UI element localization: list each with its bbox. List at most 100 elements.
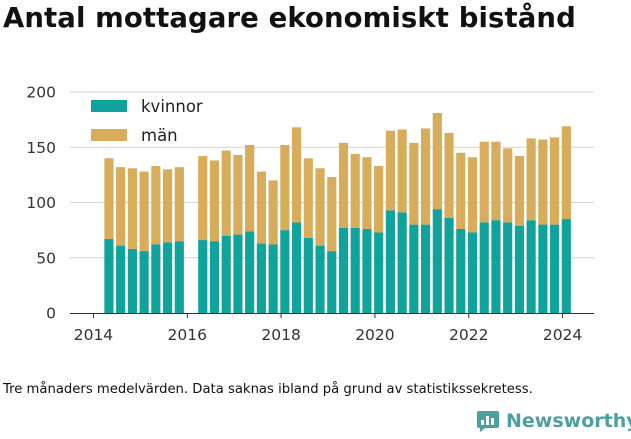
bar-kvinnor: [280, 230, 290, 313]
bar-man: [139, 171, 149, 252]
bar-man: [409, 142, 419, 225]
bar-man: [432, 112, 442, 210]
bar-kvinnor: [444, 217, 454, 313]
x-tick-label: 2018: [261, 326, 300, 344]
bar-man: [491, 141, 501, 221]
y-tick-label: 50: [36, 249, 56, 267]
bar-man: [514, 156, 524, 226]
bar-man: [280, 145, 290, 231]
bar-kvinnor: [151, 244, 161, 313]
bar-man: [561, 126, 571, 220]
bar-man: [362, 157, 372, 230]
x-tick-label: 2022: [449, 326, 488, 344]
y-tick-label: 0: [46, 305, 56, 323]
bar-man: [268, 180, 278, 245]
legend: kvinnor män: [91, 97, 203, 145]
x-tick-label: 2014: [74, 326, 113, 344]
bar-man: [198, 156, 208, 241]
y-tick-label: 150: [26, 139, 56, 157]
bar-man: [292, 127, 302, 223]
bar-man: [456, 152, 466, 230]
bar-kvinnor: [233, 234, 243, 313]
bar-kvinnor: [315, 245, 325, 313]
bar-kvinnor: [245, 231, 255, 313]
bar-kvinnor: [421, 224, 431, 313]
bar-kvinnor: [209, 241, 220, 313]
legend-label: män: [141, 126, 178, 145]
bar-man: [327, 177, 337, 252]
bar-kvinnor: [350, 227, 360, 313]
bar-man: [467, 157, 478, 233]
bar-man: [444, 132, 454, 218]
brand-logo: Newsworthy: [476, 409, 631, 433]
bar-kvinnor: [514, 225, 524, 313]
bar-man: [503, 148, 513, 223]
bar-kvinnor: [292, 222, 302, 313]
bar-man: [209, 160, 220, 242]
bar-kvinnor: [467, 232, 478, 313]
x-tick-label: 2024: [543, 326, 582, 344]
bar-man: [421, 128, 431, 225]
legend-label: kvinnor: [141, 97, 203, 116]
bar-man: [256, 171, 266, 244]
newsworthy-logo-icon: [477, 411, 499, 432]
bar-kvinnor: [163, 242, 173, 313]
bar-kvinnor: [256, 243, 266, 313]
bar-kvinnor: [268, 244, 278, 313]
bar-kvinnor: [526, 220, 536, 313]
bar-man: [397, 129, 407, 213]
chart-title: Antal mottagare ekonomiskt bistånd: [3, 2, 576, 34]
legend-swatch: [91, 100, 127, 112]
y-tick-label: 100: [26, 194, 56, 212]
x-tick-label: 2020: [355, 326, 394, 344]
bar-man: [303, 158, 313, 238]
bar-man: [550, 137, 560, 225]
y-tick-label: 200: [26, 84, 56, 102]
bar-kvinnor: [362, 229, 372, 313]
bar-kvinnor: [397, 212, 407, 313]
bar-kvinnor: [139, 251, 149, 313]
bar-kvinnor: [409, 224, 419, 313]
bar-man: [127, 168, 137, 249]
bars: [104, 112, 571, 313]
bar-man: [315, 168, 325, 246]
x-tick-label: 2016: [168, 326, 207, 344]
bar-man: [338, 142, 349, 228]
bar-man: [374, 166, 384, 233]
y-axis: 0 50 100 150 200: [26, 84, 56, 323]
bar-kvinnor: [374, 232, 384, 313]
bar-man: [538, 139, 548, 225]
bar-man: [350, 153, 360, 228]
bar-kvinnor: [198, 240, 208, 313]
bar-man: [385, 130, 395, 211]
bar-man: [151, 166, 161, 245]
bar-kvinnor: [456, 229, 466, 313]
bar-kvinnor: [432, 209, 442, 313]
bar-man: [479, 141, 489, 223]
bar-man: [221, 150, 231, 236]
bar-man: [526, 138, 536, 221]
bar-kvinnor: [327, 251, 337, 313]
bar-man: [174, 167, 184, 242]
bar-man: [245, 145, 255, 232]
bar-kvinnor: [116, 245, 126, 313]
bar-kvinnor: [503, 222, 513, 313]
bar-kvinnor: [174, 241, 184, 313]
brand-name: Newsworthy: [506, 410, 631, 432]
bar-kvinnor: [303, 237, 313, 313]
bar-kvinnor: [491, 220, 501, 313]
bar-kvinnor: [338, 227, 349, 313]
bar-kvinnor: [538, 224, 548, 313]
bar-kvinnor: [221, 235, 231, 313]
bar-man: [104, 158, 114, 239]
bar-man: [233, 154, 243, 235]
bar-kvinnor: [385, 210, 395, 313]
legend-swatch: [91, 129, 127, 141]
bar-man: [163, 169, 173, 243]
bar-kvinnor: [127, 248, 137, 313]
bar-kvinnor: [104, 238, 114, 313]
x-axis: 2014 2016 2018 2020 2022 2024: [70, 313, 594, 344]
footnote: Tre månaders medelvärden. Data saknas ib…: [3, 382, 533, 397]
bar-kvinnor: [479, 222, 489, 313]
bar-kvinnor: [561, 219, 571, 313]
